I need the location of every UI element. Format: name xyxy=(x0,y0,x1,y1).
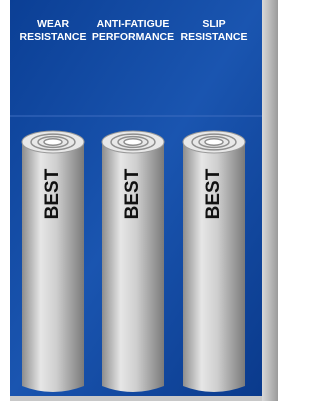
bottom-shadow xyxy=(10,396,262,401)
rating-label: BEST xyxy=(42,168,63,219)
cylinder-ring xyxy=(44,139,62,145)
cylinder-ring xyxy=(124,139,142,145)
column-title: SLIP xyxy=(202,18,225,30)
column-title: ANTI-FATIGUE xyxy=(97,18,170,30)
column-title: PERFORMANCE xyxy=(92,31,174,43)
column-title: WEAR xyxy=(37,18,69,30)
side-shadow xyxy=(262,0,278,401)
column-title: RESISTANCE xyxy=(181,31,248,43)
cylinder-ring xyxy=(205,139,223,145)
infographic: WEARRESISTANCEBESTANTI-FATIGUEPERFORMANC… xyxy=(0,0,278,401)
rating-label: BEST xyxy=(203,168,224,219)
column-title: RESISTANCE xyxy=(20,31,87,43)
rating-label: BEST xyxy=(122,168,143,219)
